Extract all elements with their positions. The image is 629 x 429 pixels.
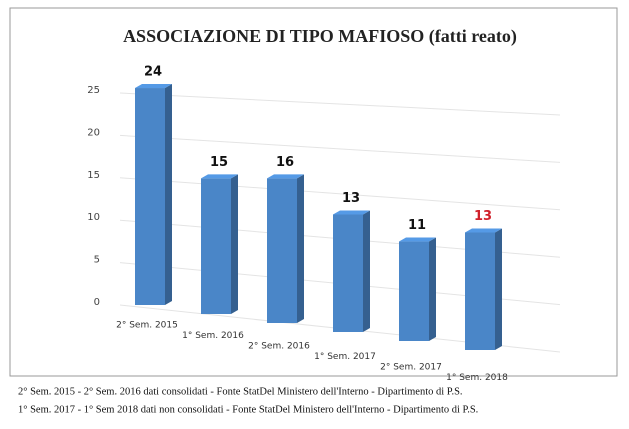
bar-top [399, 237, 436, 242]
footnote: 2° Sem. 2015 - 2° Sem. 2016 dati consoli… [18, 386, 463, 397]
x-tick-label: 1° Sem. 2018 [446, 373, 508, 383]
value-label: 24 [144, 65, 162, 80]
y-tick-label: 20 [87, 127, 100, 138]
bar [267, 178, 297, 323]
x-tick-label: 2° Sem. 2016 [248, 342, 310, 352]
x-tick-label: 2° Sem. 2015 [116, 321, 178, 331]
bar-top [135, 84, 172, 89]
bar [399, 241, 429, 341]
value-label: 11 [408, 218, 426, 233]
grid-line [119, 92, 561, 116]
bar [465, 232, 495, 350]
grid-line [119, 134, 561, 163]
bar [333, 214, 363, 332]
bar-side [165, 84, 172, 305]
value-label: 13 [342, 191, 360, 206]
bar-side [231, 174, 238, 314]
bar-top [333, 210, 370, 215]
x-tick-label: 2° Sem. 2017 [380, 363, 442, 373]
bar-side [429, 237, 436, 341]
footnote: 1° Sem. 2017 - 1° Sem 2018 dati non cons… [18, 404, 478, 415]
bar-side [297, 174, 304, 323]
y-tick-label: 10 [87, 212, 100, 223]
grid-line [119, 177, 561, 211]
bar [135, 88, 165, 305]
chart-title: ASSOCIAZIONE DI TIPO MAFIOSO (fatti reat… [123, 26, 517, 47]
y-tick-label: 25 [87, 85, 100, 96]
bar-side [495, 228, 502, 350]
value-label: 13 [474, 209, 492, 224]
value-label: 16 [276, 155, 294, 170]
bar-top [201, 174, 238, 179]
y-tick-label: 5 [94, 255, 100, 266]
value-label: 15 [210, 155, 228, 170]
x-tick-label: 1° Sem. 2017 [314, 352, 376, 362]
bar [201, 178, 231, 314]
x-tick-label: 1° Sem. 2016 [182, 331, 244, 341]
bar-top [465, 228, 502, 233]
y-tick-label: 15 [87, 170, 100, 181]
bar-side [363, 210, 370, 332]
bar-top [267, 174, 304, 179]
y-tick-label: 0 [94, 297, 100, 308]
